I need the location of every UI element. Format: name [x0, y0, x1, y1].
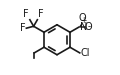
Text: O: O: [79, 14, 86, 23]
Text: F: F: [38, 9, 44, 19]
Text: -: -: [87, 22, 90, 31]
Text: Cl: Cl: [81, 48, 90, 58]
Text: N: N: [80, 22, 87, 32]
Text: F: F: [20, 23, 26, 33]
Text: +: +: [80, 16, 87, 25]
Text: O: O: [85, 22, 92, 32]
Text: F: F: [24, 9, 29, 19]
